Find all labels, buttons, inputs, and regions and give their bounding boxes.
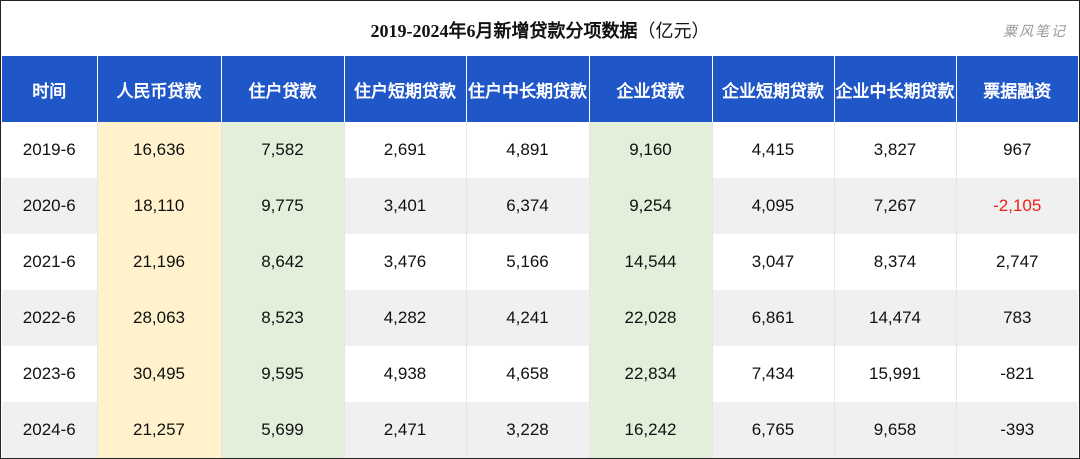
title-bar: 2019-2024年6月新增贷款分项数据（亿元） 粟风笔记: [1, 1, 1079, 56]
cell-bill-financing: 2,747: [995, 252, 1039, 271]
cell-enterprise-short: 7,434: [712, 346, 835, 402]
cell-enterprise-short: 3,047: [712, 234, 835, 290]
cell-household-long: 4,658: [466, 346, 590, 402]
table-body: 2019-6 16,636 7,582 2,691 4,891 9,160 4,415 3,8…: [2, 122, 1078, 458]
watermark: 粟风笔记: [1003, 24, 1067, 40]
cell-enterprise-short: 6,765: [712, 402, 835, 458]
cell-enterprise-long: 15,991: [834, 346, 957, 402]
cell-household-short: 4,938: [344, 346, 467, 402]
cell-enterprise-short: 4,415: [712, 122, 835, 178]
cell-enterprise-loans: 9,254: [589, 178, 713, 234]
cell-bill-financing: -393: [956, 402, 1078, 458]
table-row: 2022-6 28,063 8,523 4,282 4,241 22,028 6,861 14…: [2, 290, 1078, 346]
cell-enterprise-long: 3,827: [834, 122, 957, 178]
cell-enterprise-long: 14,474: [834, 290, 957, 346]
cell-bill-financing: 967: [1003, 140, 1032, 159]
cell-household-long: 6,374: [466, 178, 590, 234]
header-household-short: 住户短期贷款: [344, 56, 467, 122]
cell-household-loans: 8,523: [221, 290, 345, 346]
cell-time: 2024-6: [2, 402, 98, 458]
cell-enterprise-loans: 9,160: [589, 122, 713, 178]
cell-bill-financing: -2,105: [956, 178, 1078, 234]
cell-time: 2021-6: [2, 234, 98, 290]
cell-household-short: 2,471: [344, 402, 467, 458]
cell-household-short: 2,691: [344, 122, 467, 178]
cell-household-long: 4,241: [466, 290, 590, 346]
header-enterprise-short: 企业短期贷款: [712, 56, 835, 122]
header-household-loans: 住户贷款: [221, 56, 345, 122]
cell-rmb-loans: 21,257: [97, 402, 222, 458]
cell-household-short: 3,476: [344, 234, 467, 290]
cell-household-loans: 8,642: [221, 234, 345, 290]
table-row: 2020-6 18,110 9,775 3,401 6,374 9,254 4,095 7,2…: [2, 178, 1078, 234]
cell-enterprise-short: 6,861: [712, 290, 835, 346]
cell-enterprise-loans: 16,242: [589, 402, 713, 458]
cell-rmb-loans: 28,063: [97, 290, 222, 346]
cell-household-loans: 9,595: [221, 346, 345, 402]
header-rmb-loans: 人民币贷款: [97, 56, 222, 122]
cell-enterprise-short: 4,095: [712, 178, 835, 234]
cell-household-short: 3,401: [344, 178, 467, 234]
table-row: 2024-6 21,257 5,699 2,471 3,228 16,242 6,765 9,…: [2, 402, 1078, 458]
cell-bill-financing: 783: [956, 290, 1078, 346]
header-household-long: 住户中长期贷款: [466, 56, 590, 122]
cell-time: 2023-6: [2, 346, 98, 402]
cell-enterprise-long: 8,374: [834, 234, 957, 290]
cell-household-loans: 7,582: [221, 122, 345, 178]
cell-enterprise-loans: 14,544: [589, 234, 713, 290]
cell-household-loans: 5,699: [221, 402, 345, 458]
table-title: 2019-2024年6月新增贷款分项数据（亿元）: [1, 17, 1079, 43]
title-unit: （亿元）: [637, 21, 710, 41]
header-time: 时间: [2, 56, 98, 122]
cell-household-long: 4,891: [466, 122, 590, 178]
table-row: 2019-6 16,636 7,582 2,691 4,891 9,160 4,415 3,8…: [2, 122, 1078, 178]
table-header-row: 时间 人民币贷款 住户贷款 住户短期贷款 住户中长期贷款 企业贷款 企业短期贷款 企业中长期贷…: [2, 56, 1078, 122]
cell-bill-financing: -821: [1000, 364, 1035, 383]
header-bill-financing: 票据融资: [956, 56, 1078, 122]
cell-rmb-loans: 30,495: [97, 346, 222, 402]
cell-enterprise-long: 9,658: [834, 402, 957, 458]
cell-household-long: 5,166: [466, 234, 590, 290]
cell-household-loans: 9,775: [221, 178, 345, 234]
cell-time: 2019-6: [2, 122, 98, 178]
cell-time: 2020-6: [2, 178, 98, 234]
cell-time: 2022-6: [2, 290, 98, 346]
cell-household-long: 3,228: [466, 402, 590, 458]
cell-rmb-loans: 18,110: [97, 178, 222, 234]
cell-household-short: 4,282: [344, 290, 467, 346]
loan-data-table: 时间 人民币贷款 住户贷款 住户短期贷款 住户中长期贷款 企业贷款 企业短期贷款 企业中长期贷…: [2, 56, 1078, 458]
header-enterprise-long: 企业中长期贷款: [834, 56, 957, 122]
header-enterprise-loans: 企业贷款: [589, 56, 713, 122]
cell-enterprise-long: 7,267: [834, 178, 957, 234]
table-row: 2021-6 21,196 8,642 3,476 5,166 14,544 3,047 8,…: [2, 234, 1078, 290]
cell-rmb-loans: 21,196: [97, 234, 222, 290]
cell-rmb-loans: 16,636: [97, 122, 222, 178]
title-main: 2019-2024年6月新增贷款分项数据: [370, 21, 638, 41]
cell-enterprise-loans: 22,028: [589, 290, 713, 346]
table-row: 2023-6 30,495 9,595 4,938 4,658 22,834 7,434 15…: [2, 346, 1078, 402]
cell-enterprise-loans: 22,834: [589, 346, 713, 402]
